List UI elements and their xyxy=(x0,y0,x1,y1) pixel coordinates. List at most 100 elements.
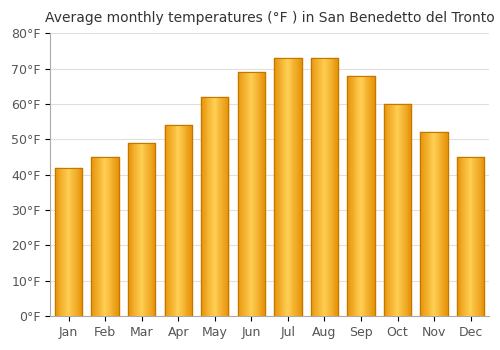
Bar xyxy=(178,125,179,316)
Bar xyxy=(317,58,318,316)
Bar xyxy=(358,76,359,316)
Bar xyxy=(184,125,186,316)
Bar xyxy=(139,143,140,316)
Bar xyxy=(78,168,80,316)
Bar xyxy=(146,143,147,316)
Bar xyxy=(252,72,253,316)
Bar xyxy=(361,76,362,316)
Bar xyxy=(128,143,129,316)
Bar xyxy=(443,132,444,316)
Bar xyxy=(238,72,240,316)
Bar xyxy=(457,157,458,316)
Bar xyxy=(73,168,74,316)
Bar xyxy=(60,168,62,316)
Bar xyxy=(92,157,94,316)
Bar xyxy=(94,157,95,316)
Bar xyxy=(109,157,110,316)
Bar xyxy=(114,157,115,316)
Bar xyxy=(137,143,138,316)
Bar xyxy=(470,157,472,316)
Bar xyxy=(225,97,226,316)
Bar xyxy=(76,168,77,316)
Bar xyxy=(352,76,353,316)
Bar xyxy=(477,157,478,316)
Bar xyxy=(110,157,112,316)
Bar xyxy=(256,72,257,316)
Bar xyxy=(351,76,352,316)
Bar xyxy=(80,168,82,316)
Bar xyxy=(324,58,326,316)
Bar xyxy=(179,125,180,316)
Bar xyxy=(356,76,358,316)
Bar xyxy=(226,97,228,316)
Bar xyxy=(298,58,299,316)
Bar xyxy=(462,157,464,316)
Bar xyxy=(150,143,151,316)
Bar xyxy=(425,132,426,316)
Bar xyxy=(364,76,366,316)
Bar xyxy=(152,143,154,316)
Bar xyxy=(285,58,286,316)
Bar xyxy=(183,125,184,316)
Bar xyxy=(294,58,295,316)
Bar xyxy=(444,132,445,316)
Bar xyxy=(274,58,275,316)
Bar xyxy=(104,157,105,316)
Bar xyxy=(406,104,408,316)
Bar xyxy=(105,157,106,316)
Bar xyxy=(297,58,298,316)
Bar xyxy=(423,132,424,316)
Bar xyxy=(72,168,73,316)
Bar xyxy=(469,157,470,316)
Bar xyxy=(118,157,119,316)
Bar xyxy=(180,125,181,316)
Bar xyxy=(402,104,403,316)
Bar xyxy=(250,72,252,316)
Bar xyxy=(336,58,337,316)
Bar xyxy=(390,104,391,316)
Bar xyxy=(210,97,211,316)
Bar xyxy=(147,143,148,316)
Bar xyxy=(310,58,312,316)
Bar xyxy=(224,97,225,316)
Bar xyxy=(112,157,114,316)
Bar xyxy=(396,104,398,316)
Bar xyxy=(438,132,440,316)
Bar xyxy=(393,104,394,316)
Bar xyxy=(392,104,393,316)
Bar xyxy=(330,58,331,316)
Bar xyxy=(130,143,132,316)
Bar xyxy=(401,104,402,316)
Bar xyxy=(247,72,248,316)
Bar xyxy=(64,168,65,316)
Bar xyxy=(288,58,289,316)
Bar xyxy=(58,168,59,316)
Bar xyxy=(435,132,436,316)
Bar xyxy=(243,72,244,316)
Bar xyxy=(433,132,434,316)
Bar xyxy=(362,76,363,316)
Bar xyxy=(372,76,373,316)
Bar xyxy=(98,157,99,316)
Bar xyxy=(211,97,212,316)
Bar xyxy=(280,58,281,316)
Bar xyxy=(422,132,423,316)
Bar xyxy=(129,143,130,316)
Bar xyxy=(460,157,462,316)
Bar xyxy=(427,132,428,316)
Bar xyxy=(395,104,396,316)
Bar xyxy=(400,104,401,316)
Bar xyxy=(215,97,216,316)
Bar xyxy=(328,58,329,316)
Bar xyxy=(458,157,460,316)
Bar xyxy=(68,168,70,316)
Bar xyxy=(465,157,466,316)
Bar xyxy=(63,168,64,316)
Bar xyxy=(149,143,150,316)
Bar xyxy=(240,72,242,316)
Bar xyxy=(55,168,56,316)
Bar xyxy=(220,97,221,316)
Bar xyxy=(384,104,386,316)
Bar xyxy=(331,58,332,316)
Bar xyxy=(426,132,427,316)
